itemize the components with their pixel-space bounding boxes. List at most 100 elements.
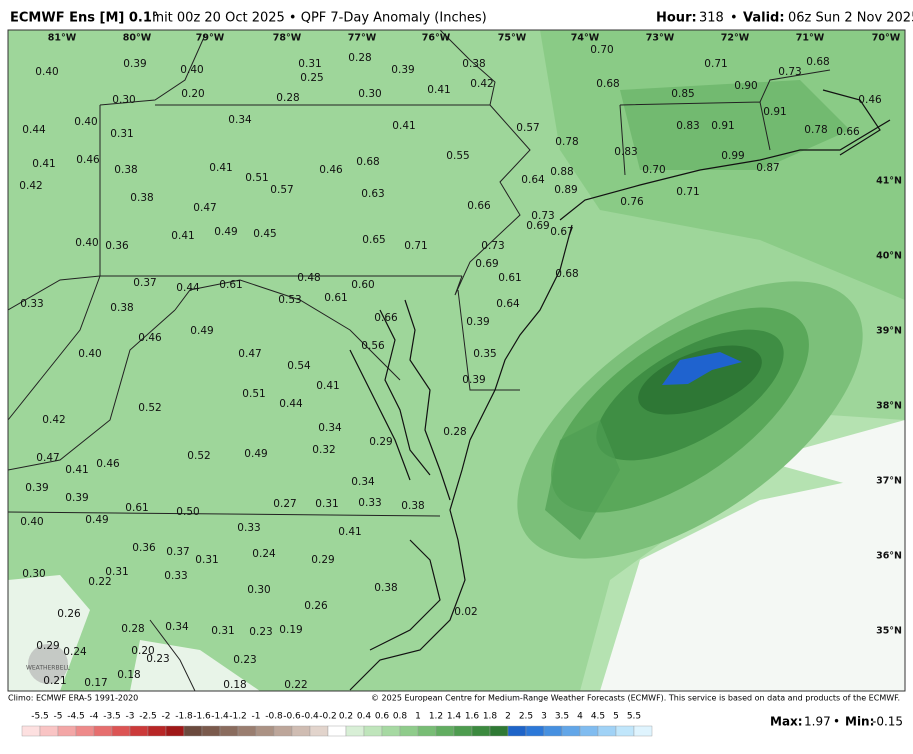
lon-label: 70°W (872, 33, 901, 44)
station-value: 0.46 (858, 94, 882, 106)
station-value: 0.42 (470, 78, 493, 90)
dry-area (130, 640, 260, 691)
station-value: 0.73 (778, 66, 801, 78)
copyright: © 2025 European Centre for Medium-Range … (371, 694, 900, 703)
station-value: 0.52 (187, 450, 210, 462)
station-value: 0.38 (462, 58, 485, 70)
station-values: 0.400.39 0.40 0.310.250.280.39 0.380.420.20… (19, 44, 882, 691)
station-value: 0.51 (245, 172, 268, 184)
dry-area (760, 420, 905, 500)
station-value: 0.60 (351, 279, 374, 291)
station-value: 0.90 (734, 80, 757, 92)
colorbar-swatch (129, 725, 149, 737)
lat-label: 37°N (876, 476, 902, 487)
station-value: 0.37 (133, 277, 156, 289)
station-value: 0.71 (676, 186, 699, 198)
colorbar-label: 3 (541, 712, 547, 722)
colorbar-swatch (489, 725, 509, 737)
station-value: 0.38 (110, 302, 133, 314)
state-border (8, 511, 441, 517)
colorbar-label: 2 (505, 712, 511, 722)
station-value: 0.40 (75, 237, 98, 249)
station-value: 0.54 (287, 360, 311, 372)
colorbar-swatch (597, 725, 617, 737)
station-value: 0.47 (193, 202, 216, 214)
colorbar-swatch (165, 725, 185, 737)
station-value: 0.23 (249, 626, 272, 638)
hour-label: Hour: (656, 11, 697, 26)
station-value: 0.40 (35, 66, 58, 78)
station-value: 0.45 (253, 228, 276, 240)
station-value: 0.49 (214, 226, 237, 238)
station-value: 0.30 (247, 584, 270, 596)
colorbar-swatch (75, 725, 95, 737)
colorbar-label: 0.8 (393, 712, 408, 722)
station-value: 0.78 (804, 124, 827, 136)
colorbar-swatch (21, 725, 41, 737)
map-frame (7, 29, 906, 692)
colorbar-label: 3.5 (555, 712, 569, 722)
lat-label: 38°N (876, 401, 902, 412)
station-value: 0.69 (526, 220, 549, 232)
station-value: 0.23 (146, 653, 169, 665)
station-value: 0.53 (278, 294, 301, 306)
station-value: 0.31 (211, 625, 234, 637)
colorbar-label: -0.6 (283, 712, 301, 722)
climo-note: Climo: ECMWF ERA-5 1991-2020 (8, 694, 138, 703)
state-border (155, 30, 496, 106)
colorbar-swatch (219, 725, 239, 737)
colorbar-label: 4.5 (591, 712, 605, 722)
colorbar-label: -2 (162, 712, 171, 722)
colorbar-label: -0.8 (265, 712, 283, 722)
station-value: 0.39 (391, 64, 414, 76)
station-value: 0.83 (676, 120, 699, 132)
station-value: 0.66 (374, 312, 398, 324)
river (349, 349, 411, 481)
station-value: 0.48 (297, 272, 320, 284)
max-label: Max: (770, 715, 803, 729)
station-value: 0.33 (164, 570, 187, 582)
colorbar-swatch (93, 725, 113, 737)
colorbar-label: 1.6 (465, 712, 480, 722)
station-value: 0.24 (63, 646, 87, 658)
colorbar-swatch (399, 725, 419, 737)
logo: WEATHERBELL (26, 665, 71, 672)
station-value: 0.41 (338, 526, 361, 538)
station-value: 0.31 (298, 58, 321, 70)
lat-label: 35°N (876, 626, 902, 637)
colorbar-swatch (507, 725, 527, 737)
lon-label: 81°W (48, 33, 77, 44)
lon-label: 73°W (646, 33, 675, 44)
station-value: 0.29 (311, 554, 334, 566)
station-value: 0.29 (36, 640, 59, 652)
colorbar-label: 0.4 (357, 712, 372, 722)
colorbar-label: -4 (90, 712, 99, 722)
colorbar-swatch (39, 725, 59, 737)
station-value: 0.23 (233, 654, 256, 666)
station-value: 0.38 (114, 164, 137, 176)
station-value: 0.36 (105, 240, 129, 252)
station-value: 0.42 (42, 414, 65, 426)
colorbar-label: 5 (613, 712, 619, 722)
colorbar-swatch (363, 725, 383, 737)
colorbar-swatch (111, 725, 131, 737)
max: 1.97 (804, 715, 831, 729)
colorbar-label: -1.8 (175, 712, 193, 722)
colorbar-swatch (291, 725, 311, 737)
station-value: 0.33 (358, 497, 381, 509)
lat-label: 39°N (876, 326, 902, 337)
lon-label: 76°W (422, 33, 451, 44)
station-value: 0.47 (36, 452, 59, 464)
station-value: 0.66 (836, 126, 860, 138)
station-value: 0.71 (704, 58, 727, 70)
min-label: Min: (845, 715, 874, 729)
coastline (559, 119, 891, 221)
colorbar-label: 0.2 (339, 712, 353, 722)
station-value: 0.40 (78, 348, 101, 360)
station-value: 0.32 (312, 444, 335, 456)
station-value: 0.78 (555, 136, 578, 148)
station-value: 0.71 (404, 240, 427, 252)
station-value: 0.46 (138, 332, 162, 344)
station-value: 0.39 (466, 316, 489, 328)
